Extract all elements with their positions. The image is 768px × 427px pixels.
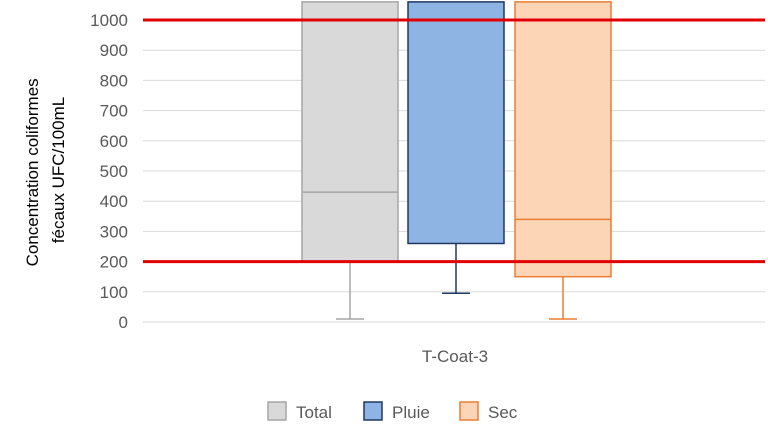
box-body	[301, 1, 399, 263]
box-sec	[514, 1, 612, 320]
y-tick-label: 200	[100, 253, 128, 272]
box-body	[407, 1, 505, 245]
box-body	[514, 1, 612, 278]
legend-item-pluie: Pluie	[363, 401, 430, 422]
y-axis-label-line1: Concentration coliformes	[23, 78, 42, 266]
x-category-label: T-Coat-3	[422, 347, 488, 366]
y-tick-label: 1000	[90, 11, 128, 30]
legend-label: Pluie	[392, 403, 430, 422]
y-tick-label: 800	[100, 71, 128, 90]
legend-swatch	[459, 401, 479, 421]
legend-item-sec: Sec	[459, 401, 518, 422]
y-tick-label: 600	[100, 132, 128, 151]
y-axis: 0 100 200 300 400 500 600 700 800 900 1000	[90, 11, 128, 332]
legend-swatch	[267, 401, 287, 421]
y-tick-label: 500	[100, 162, 128, 181]
box-pluie	[407, 1, 505, 295]
plot-area	[301, 1, 612, 320]
legend-swatch	[363, 401, 383, 421]
y-tick-label: 0	[119, 313, 128, 332]
y-tick-label: 100	[100, 283, 128, 302]
legend: Total Pluie Sec	[267, 401, 518, 422]
y-tick-label: 300	[100, 222, 128, 241]
y-tick-label: 700	[100, 102, 128, 121]
legend-label: Total	[296, 403, 332, 422]
legend-item-total: Total	[267, 401, 332, 422]
y-tick-label: 900	[100, 41, 128, 60]
legend-label: Sec	[488, 403, 518, 422]
y-axis-label-line2: fécaux UFC/100mL	[49, 97, 68, 243]
box-total	[301, 1, 399, 320]
y-axis-label: Concentration coliformes fécaux UFC/100m…	[23, 74, 68, 267]
y-tick-label: 400	[100, 192, 128, 211]
reference-lines	[143, 18, 765, 264]
